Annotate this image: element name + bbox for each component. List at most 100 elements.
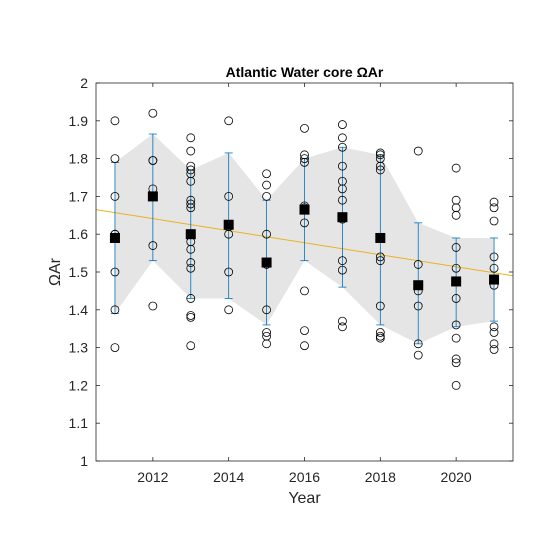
sample-point — [186, 311, 196, 320]
sample-point — [489, 263, 499, 273]
sample-point — [489, 322, 499, 332]
x-tick-label: 2016 — [289, 469, 320, 485]
sample-point — [338, 142, 347, 152]
mean-marker-2017 — [337, 212, 348, 223]
x-tick-label: 2014 — [213, 469, 244, 485]
sample-point — [413, 301, 423, 311]
sample-point — [375, 301, 385, 311]
sample-point — [186, 169, 196, 179]
sample-point — [338, 176, 347, 186]
sample-point — [375, 252, 385, 262]
sample-point — [338, 133, 347, 143]
sample-point — [451, 210, 461, 220]
sample-point — [186, 244, 196, 254]
y-tick-label: 1.8 — [69, 151, 89, 167]
sample-point — [451, 195, 461, 205]
sample-point — [186, 203, 196, 213]
mean-marker-2019 — [413, 280, 424, 291]
sample-point — [375, 165, 385, 175]
sample-point — [262, 180, 271, 190]
y-tick-label: 1.5 — [69, 264, 89, 280]
y-tick-label: 1.2 — [69, 377, 89, 393]
sample-point — [489, 216, 499, 226]
y-axis-label: ΩAr — [47, 257, 64, 286]
sample-point — [451, 380, 461, 390]
sample-point — [451, 294, 461, 303]
sample-point — [262, 328, 271, 337]
sample-point — [110, 305, 120, 315]
sample-point — [186, 263, 196, 273]
sample-point — [451, 320, 461, 330]
sample-point — [186, 312, 196, 322]
sample-point — [224, 191, 234, 201]
sample-point — [148, 301, 158, 311]
sample-point — [186, 176, 196, 186]
x-tick-label: 2018 — [365, 469, 396, 485]
sample-point — [300, 341, 309, 351]
sample-point — [110, 154, 120, 164]
sample-point — [262, 169, 271, 179]
sample-point — [262, 331, 271, 341]
sample-point — [300, 154, 309, 164]
sample-point — [489, 345, 499, 354]
sample-point — [186, 161, 196, 171]
sample-point — [186, 199, 196, 209]
sample-point — [338, 195, 347, 205]
sample-point — [300, 150, 309, 160]
sample-point — [300, 123, 309, 133]
sample-point — [300, 157, 309, 167]
sample-point — [375, 148, 385, 158]
sample-point — [375, 154, 385, 164]
sample-point — [413, 146, 423, 156]
sample-point — [186, 341, 196, 351]
sample-point — [489, 328, 499, 337]
sample-point — [489, 203, 499, 213]
y-tick-label: 1 — [80, 453, 88, 469]
mean-markers-layer — [109, 191, 500, 291]
mean-marker-2018 — [375, 232, 386, 243]
mean-marker-2016 — [299, 204, 310, 215]
sample-point — [224, 229, 234, 239]
ticks-layer: 2012 2014 2016 2018 2020 1 1.1 1.2 1.3 1.4 1.5 1.6 1… — [69, 75, 513, 485]
sample-point — [262, 191, 271, 201]
sample-point — [186, 165, 196, 175]
y-tick-label: 1.6 — [69, 226, 89, 242]
y-tick-label: 1.7 — [69, 188, 89, 204]
sample-point — [224, 116, 234, 126]
sample-point — [375, 256, 385, 266]
sample-point — [338, 322, 347, 332]
sample-point — [338, 316, 347, 326]
sample-point — [451, 163, 461, 173]
sample-point — [148, 156, 158, 165]
sample-point — [186, 133, 196, 143]
sample-point — [186, 294, 196, 303]
sample-point — [186, 258, 196, 267]
sample-point — [338, 256, 347, 266]
mean-marker-2013 — [185, 229, 196, 240]
sample-point — [338, 161, 347, 171]
y-tick-label: 1.1 — [69, 415, 89, 431]
mean-marker-2014 — [223, 219, 234, 230]
sample-point — [451, 203, 461, 213]
sample-point — [489, 339, 499, 349]
sample-point — [413, 350, 423, 360]
sample-point — [451, 243, 461, 252]
sample-point — [338, 120, 347, 129]
sample-point — [148, 108, 158, 118]
x-tick-label: 2020 — [441, 469, 472, 485]
sample-point — [110, 267, 120, 277]
sample-point — [375, 150, 385, 160]
sample-point — [300, 286, 309, 296]
sample-point — [224, 305, 234, 315]
x-tick-label: 2012 — [137, 469, 168, 485]
y-tick-label: 1.3 — [69, 340, 89, 356]
sample-point — [300, 326, 309, 335]
x-axis-label: Year — [288, 490, 321, 507]
sample-point — [489, 252, 499, 262]
y-tick-label: 2 — [80, 75, 88, 91]
sample-point — [338, 265, 347, 275]
sample-point — [413, 260, 423, 269]
sample-point — [224, 267, 234, 277]
y-tick-label: 1.9 — [69, 113, 89, 129]
